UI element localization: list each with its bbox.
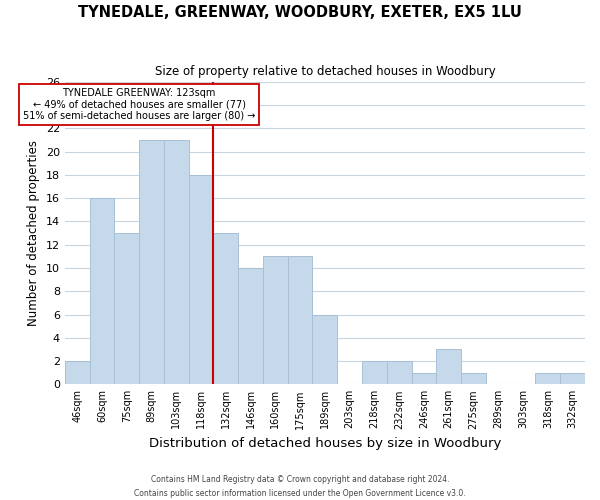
Bar [387, 361, 412, 384]
Bar [139, 140, 164, 384]
Bar [214, 233, 238, 384]
Bar [560, 372, 585, 384]
Bar [412, 372, 436, 384]
Bar [461, 372, 486, 384]
X-axis label: Distribution of detached houses by size in Woodbury: Distribution of detached houses by size … [149, 437, 501, 450]
Bar [65, 361, 89, 384]
Y-axis label: Number of detached properties: Number of detached properties [27, 140, 40, 326]
Bar [238, 268, 263, 384]
Text: Contains HM Land Registry data © Crown copyright and database right 2024.
Contai: Contains HM Land Registry data © Crown c… [134, 476, 466, 498]
Bar [288, 256, 313, 384]
Text: TYNEDALE, GREENWAY, WOODBURY, EXETER, EX5 1LU: TYNEDALE, GREENWAY, WOODBURY, EXETER, EX… [78, 5, 522, 20]
Bar [535, 372, 560, 384]
Text: TYNEDALE GREENWAY: 123sqm
← 49% of detached houses are smaller (77)
51% of semi-: TYNEDALE GREENWAY: 123sqm ← 49% of detac… [23, 88, 255, 121]
Bar [263, 256, 288, 384]
Bar [362, 361, 387, 384]
Bar [436, 350, 461, 384]
Bar [313, 314, 337, 384]
Title: Size of property relative to detached houses in Woodbury: Size of property relative to detached ho… [155, 65, 495, 78]
Bar [115, 233, 139, 384]
Bar [164, 140, 188, 384]
Bar [89, 198, 115, 384]
Bar [188, 175, 214, 384]
